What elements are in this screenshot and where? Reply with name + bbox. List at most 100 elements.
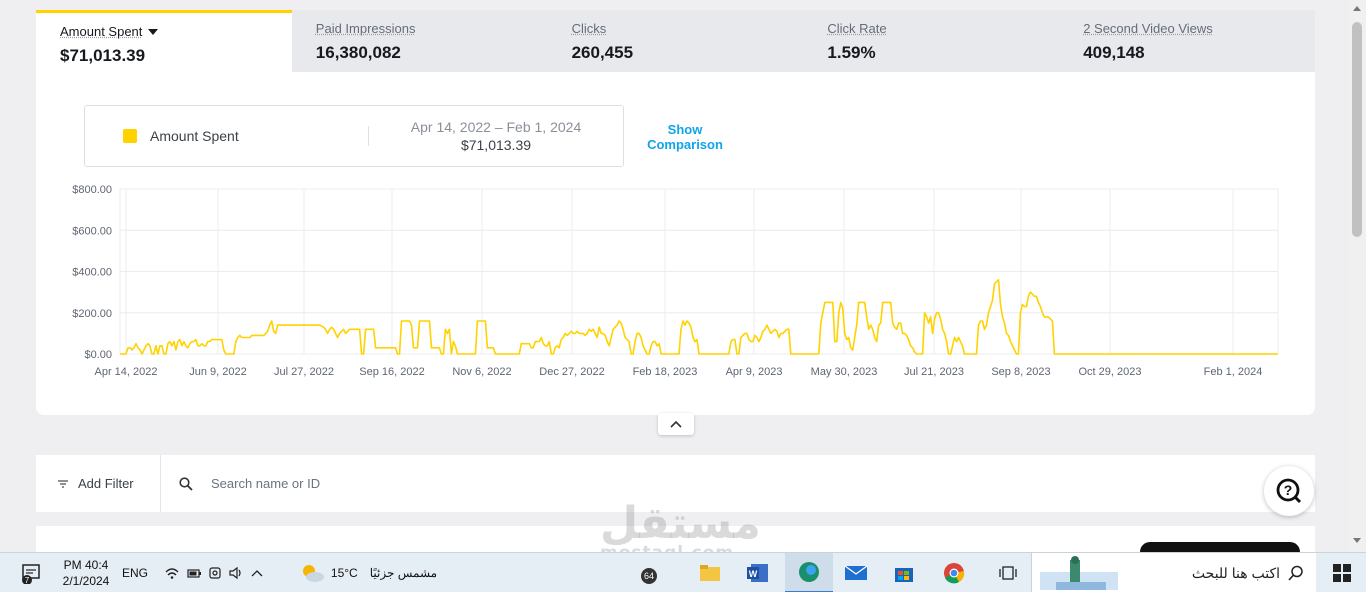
wifi-icon[interactable] [165, 567, 179, 579]
x-tick-label: Sep 16, 2022 [359, 366, 424, 378]
x-tick-label: Sep 8, 2023 [991, 366, 1050, 378]
metric-value: 260,455 [571, 43, 634, 62]
scrollbar[interactable] [1348, 0, 1366, 552]
search-icon [1288, 565, 1303, 581]
chevron-up-icon [670, 420, 682, 428]
x-tick-label: Feb 18, 2023 [633, 366, 698, 378]
x-tick-label: Oct 29, 2023 [1079, 366, 1142, 378]
metric-tab-paid-impressions[interactable]: Paid Impressions 16,380,082 [292, 10, 548, 72]
scroll-down-icon[interactable] [1353, 538, 1361, 543]
word-button[interactable]: W [738, 553, 778, 592]
weather-temp: 15°C [330, 566, 358, 580]
legend-divider [368, 126, 369, 146]
taskbar-badge[interactable]: 64 [636, 553, 662, 592]
x-tick-label: Nov 6, 2022 [452, 366, 511, 378]
line-chart: $800.00 $600.00 $400.00 $200.00 $0.00 Apr 14,… [72, 184, 1279, 378]
show-comparison-link[interactable]: Show Comparison [647, 122, 723, 152]
chart-panel: Amount Spent Apr 14, 2022 – Feb 1, 2024 … [36, 72, 1315, 415]
camera-icon[interactable] [209, 566, 221, 580]
series-swatch [123, 129, 137, 143]
svg-text:W: W [749, 569, 758, 579]
filter-icon [58, 479, 68, 488]
metric-value: $71,013.39 [60, 46, 146, 65]
mail-icon [844, 565, 868, 580]
y-tick-label: $600.00 [72, 225, 112, 237]
legend-date-range: Apr 14, 2022 – Feb 1, 2024 [410, 119, 582, 135]
metric-tabs: Amount Spent $71,013.39 Paid Impressions… [36, 10, 1315, 72]
taskbar: 7 PM 40:4 2/1/2024 ENG 15°C مشمس جزئيًا … [0, 552, 1366, 592]
language-indicator[interactable]: ENG [121, 566, 148, 580]
x-tick-label: Apr 9, 2023 [726, 366, 783, 378]
y-tick-label: $800.00 [72, 184, 112, 196]
filter-bar: Add Filter Search name or ID [36, 455, 1315, 512]
metric-value: 1.59% [827, 43, 876, 62]
start-button[interactable] [1322, 553, 1362, 592]
x-tick-label: Apr 14, 2022 [95, 366, 158, 378]
help-button[interactable]: ? [1264, 466, 1314, 516]
clock-time: PM 40:4 [63, 558, 109, 572]
metric-label: Click Rate [827, 21, 887, 36]
legend-box: Amount Spent Apr 14, 2022 – Feb 1, 2024 … [84, 105, 624, 167]
taskbar-search-input[interactable]: اكتب هنا للبحث [1031, 553, 1316, 592]
metric-tab-amount-spent[interactable]: Amount Spent $71,013.39 [36, 10, 292, 72]
metric-label: Amount Spent [60, 24, 143, 39]
table-panel [36, 526, 1315, 556]
clock-date: 2/1/2024 [62, 574, 110, 588]
add-filter-button[interactable]: Add Filter [36, 455, 161, 512]
weather-text: مشمس جزئيًا [369, 566, 438, 580]
metric-label: Clicks [571, 21, 607, 36]
y-tick-label: $200.00 [72, 308, 112, 320]
scroll-thumb[interactable] [1352, 22, 1362, 237]
legend-range: Apr 14, 2022 – Feb 1, 2024 $71,013.39 [369, 119, 623, 153]
battery-icon[interactable] [187, 567, 201, 579]
partly-sunny-icon [302, 565, 324, 582]
search-input[interactable]: Search name or ID [161, 476, 1315, 491]
y-tick-label: $0.00 [84, 349, 112, 361]
volume-icon[interactable] [229, 566, 243, 580]
whatsapp-badge-icon: 64 [641, 568, 657, 584]
search-highlight-illustration [1040, 556, 1118, 590]
metric-tab-click-rate[interactable]: Click Rate 1.59% [803, 10, 1059, 72]
metric-value: 409,148 [1083, 43, 1145, 62]
chevron-up-icon[interactable] [251, 568, 263, 578]
notification-icon: 7 [22, 564, 40, 584]
add-filter-label: Add Filter [78, 476, 134, 491]
x-tick-label: Jun 9, 2022 [189, 366, 247, 378]
windows-icon [1333, 564, 1351, 582]
file-explorer-button[interactable] [690, 553, 730, 592]
collapse-chart-button[interactable] [658, 413, 694, 435]
scroll-up-icon[interactable] [1353, 6, 1361, 11]
search-icon [179, 476, 193, 491]
search-placeholder: Search name or ID [211, 476, 321, 491]
edge-button[interactable] [785, 553, 833, 592]
x-tick-label: Dec 27, 2022 [539, 366, 604, 378]
badge-count: 64 [644, 571, 654, 581]
store-button[interactable] [884, 553, 924, 592]
metric-value: 16,380,082 [315, 43, 401, 62]
folder-icon [700, 565, 720, 581]
x-tick-label: Jul 21, 2023 [904, 366, 964, 378]
edge-icon [799, 562, 819, 582]
chrome-button[interactable] [934, 553, 974, 592]
notification-center-button[interactable]: 7 [14, 553, 48, 592]
metric-label: Paid Impressions [315, 21, 416, 36]
task-view-icon [999, 566, 1017, 580]
weather-widget[interactable]: 15°C مشمس جزئيًا [288, 553, 448, 592]
svg-text:?: ? [1284, 482, 1293, 498]
taskbar-search-placeholder: اكتب هنا للبحث [1191, 564, 1280, 581]
word-icon: W [747, 564, 768, 582]
question-icon: ? [1276, 478, 1302, 504]
task-view-button[interactable] [988, 553, 1028, 592]
x-tick-label: Feb 1, 2024 [1204, 366, 1263, 378]
store-icon [895, 568, 913, 582]
mail-button[interactable] [836, 553, 876, 592]
clock[interactable]: PM 40:4 2/1/2024 [56, 553, 116, 592]
watermark-arabic: مستقل [600, 498, 761, 549]
metric-tab-clicks[interactable]: Clicks 260,455 [548, 10, 804, 72]
metric-tab-video-views[interactable]: 2 Second Video Views 409,148 [1059, 10, 1315, 72]
chevron-down-icon[interactable] [148, 28, 159, 35]
chrome-icon [944, 563, 965, 584]
series-line-amount-spent [120, 279, 1278, 355]
legend-total: $71,013.39 [460, 137, 532, 153]
notification-count: 7 [25, 576, 30, 584]
